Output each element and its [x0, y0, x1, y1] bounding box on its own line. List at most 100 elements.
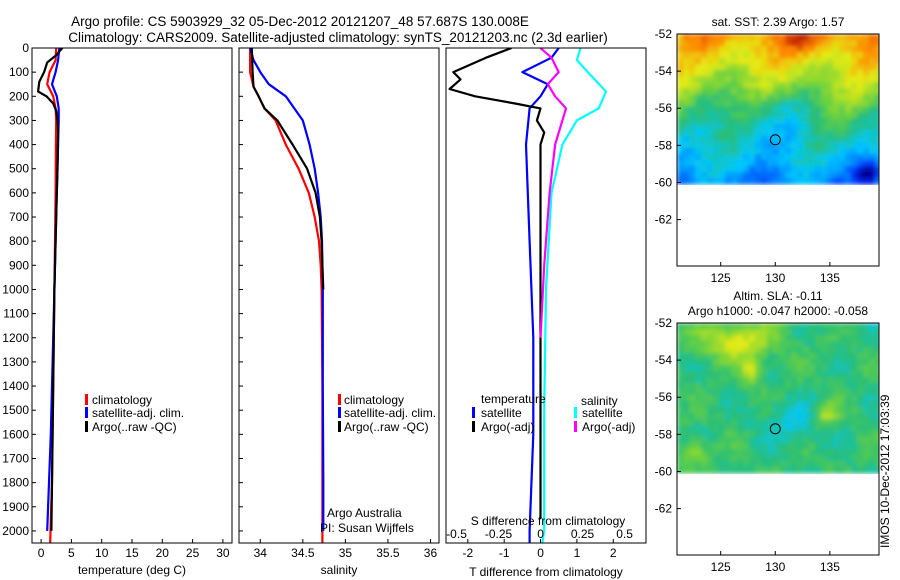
legend-label-salinity-satellite: satellite [582, 406, 623, 420]
depth-tick-label-19: 1900 [2, 500, 29, 514]
difference-x-tick-label-0: -2 [462, 546, 473, 560]
difference-panel: -2 -1 0 1 2 -0.5 -0.25 0 0.25 0.5 S difference f… [445, 47, 647, 579]
salinity-series-1 [249, 48, 325, 531]
salinity-panel: 34 34.5 35 35.5 36 salinity climatology sate… [238, 47, 440, 577]
temperature-series-layer [36, 48, 64, 543]
difference-top-tick-label-4: 0.5 [616, 527, 633, 541]
sst-map-lat-tick-label-5: -62 [655, 213, 673, 227]
temperature-x-tick-label-6: 30 [216, 546, 230, 560]
legend-swatch-climatology [85, 394, 88, 405]
difference-top-tick-label-3: 0.25 [571, 527, 595, 541]
depth-tick-label-18: 1800 [2, 476, 29, 490]
sst-map-title: sat. SST: 2.39 Argo: 1.57 [712, 15, 845, 29]
legend-swatch-temperature-satellite [472, 407, 475, 418]
temperature-series-2 [36, 48, 64, 531]
legend-swatch-satellite [338, 407, 341, 418]
legend-label-satellite: satellite-adj. clim. [344, 406, 436, 420]
depth-tick-label-0: 0 [22, 41, 29, 55]
sst-map-image [677, 34, 879, 185]
depth-tick-label-9: 900 [9, 258, 29, 272]
salinity-x-axis-label: salinity [321, 563, 358, 577]
depth-tick-label-12: 1200 [2, 331, 29, 345]
salinity-x-tick-label-4: 36 [424, 546, 438, 560]
sst-map-lat-tick-label-1: -54 [655, 64, 673, 78]
salinity-depth-ticks [239, 47, 243, 532]
depth-tick-label-6: 600 [9, 186, 29, 200]
sla-map-lat-tick-label-2: -56 [655, 390, 673, 404]
legend-title-temperature: temperature [481, 392, 546, 406]
salinity-plot-frame [238, 47, 440, 544]
temperature-depth-ticks: 0 100 200 300 400 500 600 700 800 900 1000 1100 1200… [2, 41, 36, 538]
sla-map-frame [676, 322, 880, 556]
sst-map-lat-tick-label-3: -58 [655, 138, 673, 152]
sla-map-lat-tick-label-4: -60 [655, 464, 673, 478]
depth-tick-label-8: 800 [9, 234, 29, 248]
depth-tick-label-16: 1600 [2, 427, 29, 441]
difference-series-0 [521, 48, 560, 543]
temperature-x-tick-label-4: 20 [156, 546, 170, 560]
legend-label-satellite: satellite-adj. clim. [92, 406, 184, 420]
sla-map-argo-marker [769, 423, 781, 435]
difference-series-1 [448, 48, 546, 519]
difference-x-ticks: -2 -1 0 1 2 [462, 539, 617, 560]
temperature-x-ticks: 0 5 10 15 20 25 30 [38, 539, 230, 560]
legend-label-salinity-argo: Argo(-adj) [582, 420, 635, 434]
credit-line-1: Argo Australia [327, 506, 402, 520]
difference-top-tick-label-2: 0 [537, 527, 544, 541]
difference-series-3 [539, 48, 568, 338]
difference-legend: temperature salinity satellite Argo(-adj… [472, 392, 635, 434]
credit-line-2: PI: Susan Wijffels [320, 521, 414, 535]
depth-tick-label-15: 1500 [2, 403, 29, 417]
sla-map-lon-tick-label-0: 125 [711, 560, 731, 574]
temperature-x-tick-label-0: 0 [38, 546, 45, 560]
salinity-legend: climatology satellite-adj. clim. Argo(..… [338, 393, 436, 434]
salinity-x-tick-label-0: 34 [254, 546, 268, 560]
difference-x-tick-label-1: -1 [499, 546, 510, 560]
depth-tick-label-14: 1400 [2, 379, 29, 393]
legend-swatch-salinity-argo [574, 421, 577, 432]
difference-x-tick-label-2: 0 [537, 546, 544, 560]
sst-map-lat-tick-label-0: -52 [655, 27, 673, 41]
salinity-series-layer [249, 48, 325, 543]
difference-top-scale-label: S difference from climatology [471, 514, 626, 528]
temperature-panel: 0100200300400500600700800900100011001200… [2, 41, 233, 577]
sst-map-lon-ticks: 125 130 135 [711, 262, 840, 285]
depth-tick-label-2: 200 [9, 89, 29, 103]
sla-map-image [677, 323, 879, 474]
difference-series-2 [541, 48, 608, 543]
sst-map-lon-tick-label-0: 125 [711, 271, 731, 285]
depth-tick-label-1: 100 [9, 65, 29, 79]
sla-map-lat-ticks: -52 -54 -56 -58 -60 -62 [655, 316, 681, 516]
temperature-x-axis-label: temperature (deg C) [78, 563, 186, 577]
sla-map-title: Altim. SLA: -0.11 [733, 289, 822, 303]
legend-label-temperature-argo: Argo(-adj) [481, 420, 534, 434]
difference-top-tick-label-1: -0.25 [485, 527, 513, 541]
difference-x-tick-label-3: 1 [574, 546, 581, 560]
sst-map-panel: sat. SST: 2.39 Argo: 1.57 -52 -54 -56 -58 -6… [655, 15, 880, 285]
sst-map-lon-tick-label-1: 130 [765, 271, 785, 285]
depth-tick-label-17: 1700 [2, 451, 29, 465]
salinity-series-0 [249, 48, 324, 543]
sla-map-cells [677, 323, 879, 474]
difference-x-tick-label-4: 2 [610, 546, 617, 560]
sst-map-lon-tick-label-2: 135 [820, 271, 840, 285]
legend-swatch-salinity-satellite [574, 407, 577, 418]
depth-tick-label-20: 2000 [2, 524, 29, 538]
depth-tick-label-11: 1100 [3, 307, 29, 321]
temperature-x-tick-label-5: 25 [186, 546, 200, 560]
legend-label-climatology: climatology [344, 393, 404, 407]
temperature-legend: climatology satellite-adj. clim. Argo(..… [85, 393, 184, 434]
sst-map-frame [676, 33, 880, 267]
temperature-x-tick-label-2: 10 [95, 546, 109, 560]
sla-map-lat-tick-label-5: -62 [655, 502, 673, 516]
depth-tick-label-13: 1300 [2, 355, 29, 369]
sla-map-lon-tick-label-1: 130 [765, 560, 785, 574]
legend-swatch-climatology [338, 394, 341, 405]
legend-title-salinity: salinity [581, 394, 618, 408]
depth-tick-label-4: 400 [9, 138, 29, 152]
legend-label-temperature-satellite: satellite [481, 406, 522, 420]
difference-top-tick-label-0: -0.5 [446, 527, 467, 541]
difference-x-axis-label: T difference from climatology [469, 565, 623, 579]
figure-title-line-1: Argo profile: CS 5903929_32 05-Dec-2012 … [71, 14, 529, 29]
